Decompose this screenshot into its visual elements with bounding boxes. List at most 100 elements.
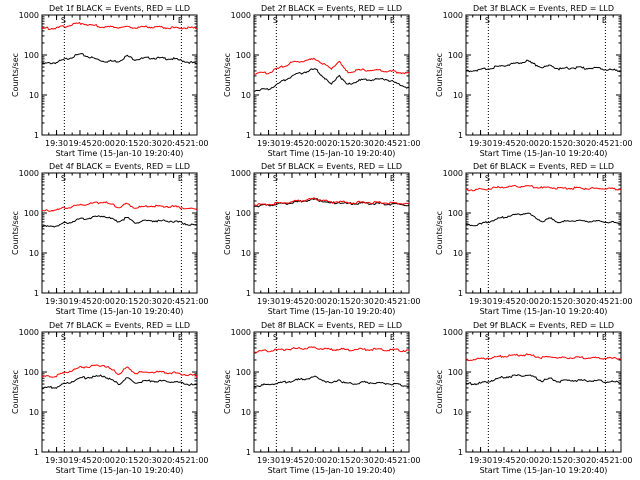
- y-tick-label: 1000: [231, 169, 251, 178]
- x-tick-label: 19:30: [469, 297, 492, 306]
- y-axis-label: Counts/sec: [223, 211, 232, 255]
- y-axis-label: Counts/sec: [11, 211, 20, 255]
- series-lld-line: [41, 364, 198, 378]
- x-tick-label: 21:00: [609, 456, 632, 465]
- plot-frame: [253, 331, 410, 453]
- series-events-line: [465, 374, 622, 386]
- x-tick-label: 20:00: [516, 139, 539, 148]
- series-lld-line: [254, 346, 409, 353]
- series-lld-line: [41, 200, 198, 212]
- plot-frame: [41, 331, 198, 453]
- plot-frame: [253, 172, 410, 294]
- x-tick-label: 20:00: [304, 297, 327, 306]
- x-tick-label: 20:45: [162, 139, 185, 148]
- x-tick-label: 21:00: [397, 297, 420, 306]
- x-tick-label: 19:30: [469, 456, 492, 465]
- marker-label: E: [602, 16, 607, 25]
- x-axis-label: Start Time (15-Jan-10 19:20:40): [268, 149, 396, 158]
- x-tick-label: 20:45: [374, 139, 397, 148]
- panel-4: Det 4f BLACK = Events, RED = LLD 1 10 100 10…: [11, 162, 209, 316]
- x-tick-label: 20:30: [563, 456, 586, 465]
- y-axis-label: Counts/sec: [435, 53, 444, 97]
- y-tick-label: 100: [24, 368, 39, 377]
- plot-frame: [465, 331, 622, 453]
- marker-label: S: [61, 16, 66, 25]
- y-tick-label: 1: [34, 131, 39, 140]
- marker-label: S: [273, 333, 278, 342]
- x-tick-label: 20:45: [162, 456, 185, 465]
- marker-label: E: [602, 333, 607, 342]
- x-tick-label: 20:45: [586, 297, 609, 306]
- x-axis-label: Start Time (15-Jan-10 19:20:40): [268, 307, 396, 316]
- x-tick-label: 19:30: [257, 456, 280, 465]
- y-tick-label: 1000: [19, 328, 39, 337]
- x-tick-label: 20:15: [115, 456, 138, 465]
- x-tick-label: 20:30: [139, 297, 162, 306]
- x-tick-label: 19:45: [492, 139, 515, 148]
- y-tick-label: 100: [448, 368, 463, 377]
- y-tick-label: 10: [453, 91, 463, 100]
- x-tick-label: 19:30: [257, 297, 280, 306]
- y-tick-label: 1: [34, 448, 39, 457]
- y-tick-label: 1: [458, 131, 463, 140]
- marker-label: S: [61, 174, 66, 183]
- x-tick-label: 20:00: [304, 456, 327, 465]
- y-tick-label: 1: [458, 289, 463, 298]
- marker-label: E: [178, 333, 183, 342]
- panel-title: Det 7f BLACK = Events, RED = LLD: [49, 321, 190, 330]
- series-lld-line: [41, 21, 198, 31]
- x-axis-label: Start Time (15-Jan-10 19:20:40): [268, 466, 396, 475]
- x-tick-label: 20:15: [115, 297, 138, 306]
- x-tick-label: 20:15: [327, 456, 350, 465]
- y-tick-label: 1000: [443, 11, 463, 20]
- x-tick-label: 19:45: [280, 456, 303, 465]
- y-tick-label: 10: [453, 408, 463, 417]
- y-tick-label: 10: [453, 249, 463, 258]
- panel-1: Det 1f BLACK = Events, RED = LLD 1 10 100 10…: [11, 4, 209, 158]
- x-tick-label: 21:00: [185, 297, 208, 306]
- y-tick-label: 100: [236, 51, 251, 60]
- x-tick-label: 20:30: [139, 456, 162, 465]
- x-tick-label: 21:00: [185, 139, 208, 148]
- x-tick-label: 19:30: [45, 297, 68, 306]
- series-events-line: [41, 374, 198, 390]
- y-tick-label: 1000: [19, 169, 39, 178]
- panel-2: Det 2f BLACK = Events, RED = LLD 1 10 100 10…: [223, 4, 421, 158]
- plot-frame: [41, 14, 198, 136]
- x-tick-label: 20:45: [374, 297, 397, 306]
- panel-title: Det 9f BLACK = Events, RED = LLD: [473, 321, 614, 330]
- x-tick-label: 20:00: [92, 139, 115, 148]
- x-tick-label: 20:30: [351, 456, 374, 465]
- y-tick-label: 1: [246, 289, 251, 298]
- series-events-line: [41, 52, 198, 65]
- panel-title: Det 3f BLACK = Events, RED = LLD: [473, 4, 614, 13]
- x-tick-label: 20:15: [327, 139, 350, 148]
- plot-frame: [465, 172, 622, 294]
- plot-frame: [253, 14, 410, 136]
- x-tick-label: 19:30: [45, 456, 68, 465]
- panel-3: Det 3f BLACK = Events, RED = LLD 1 10 100 10…: [435, 4, 633, 158]
- x-tick-label: 19:45: [280, 139, 303, 148]
- series-events-line: [253, 68, 410, 92]
- series-lld-line: [465, 353, 622, 362]
- x-tick-label: 20:30: [351, 139, 374, 148]
- x-tick-label: 20:45: [586, 456, 609, 465]
- y-tick-label: 100: [236, 368, 251, 377]
- x-axis-label: Start Time (15-Jan-10 19:20:40): [480, 307, 608, 316]
- y-axis-label: Counts/sec: [11, 53, 20, 97]
- x-tick-label: 21:00: [609, 139, 632, 148]
- y-tick-label: 100: [236, 209, 251, 218]
- x-axis-label: Start Time (15-Jan-10 19:20:40): [56, 307, 184, 316]
- x-tick-label: 20:45: [374, 456, 397, 465]
- y-axis-label: Counts/sec: [11, 370, 20, 414]
- y-axis-label: Counts/sec: [435, 370, 444, 414]
- x-tick-label: 20:00: [92, 456, 115, 465]
- y-tick-label: 10: [29, 408, 39, 417]
- x-tick-label: 20:00: [516, 456, 539, 465]
- marker-label: S: [273, 16, 278, 25]
- panel-title: Det 6f BLACK = Events, RED = LLD: [473, 162, 614, 171]
- y-axis-label: Counts/sec: [223, 53, 232, 97]
- panel-title: Det 1f BLACK = Events, RED = LLD: [49, 4, 190, 13]
- x-tick-label: 20:15: [539, 456, 562, 465]
- x-tick-label: 20:15: [115, 139, 138, 148]
